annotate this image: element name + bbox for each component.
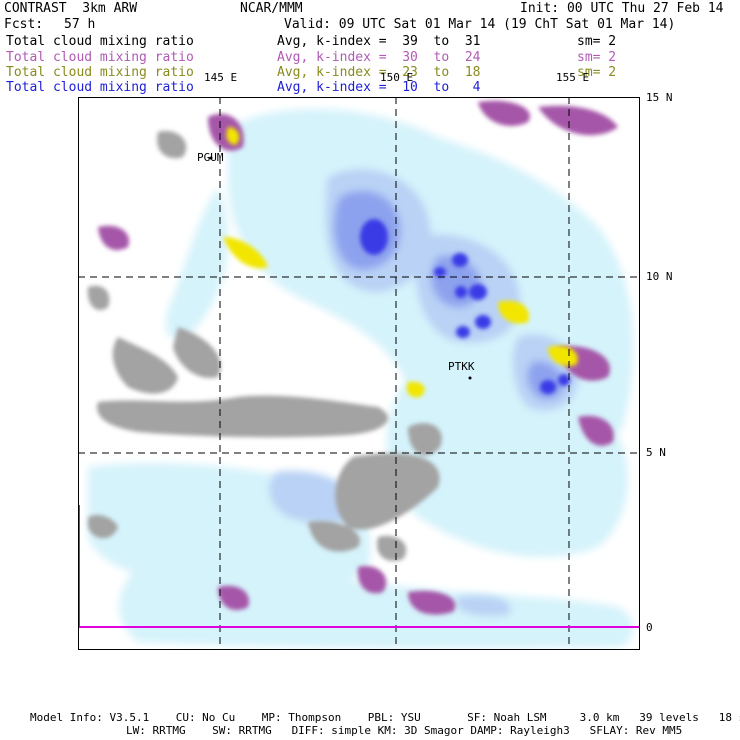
lon-label-150: 150 E	[380, 71, 414, 84]
lat-label-0: 0	[646, 621, 653, 634]
model-title: CONTRAST 3km ARW	[4, 1, 138, 16]
lon-label-145: 145 E	[204, 71, 238, 84]
legend-sm-1: sm= 2	[577, 34, 617, 49]
station-marker-ptkk	[468, 376, 472, 380]
forecast-hour: 57 h	[64, 17, 96, 32]
legend-range-2: Avg, k-index = 30 to 24	[277, 50, 481, 65]
footer-physics-info: LW: RRTMG SW: RRTMG DIFF: simple KM: 3D …	[126, 724, 683, 737]
legend-range-3: Avg, k-index = 23 to 18	[277, 65, 481, 80]
forecast-label: Fcst:	[4, 17, 44, 32]
station-label-pgum: PGUM	[197, 151, 224, 164]
legend-sm-2: sm= 2	[577, 50, 617, 65]
legend-name-3: Total cloud mixing ratio	[6, 65, 194, 80]
center-name: NCAR/MMM	[240, 1, 303, 16]
lon-label-155: 155 E	[556, 71, 590, 84]
cloud-field-yellow	[223, 127, 578, 398]
station-marker-pgum	[209, 156, 213, 160]
lat-label-15n: 15 N	[646, 91, 673, 104]
cloud-field-grey	[87, 131, 442, 561]
init-time: Init: 00 UTC Thu 27 Feb 14	[520, 1, 724, 16]
legend-name-4: Total cloud mixing ratio	[6, 80, 194, 95]
station-label-ptkk: PTKK	[448, 360, 475, 373]
legend-sm-3: sm= 2	[577, 65, 617, 80]
lat-label-10n: 10 N	[646, 270, 673, 283]
map-border	[78, 97, 640, 650]
lat-label-5n: 5 N	[646, 446, 666, 459]
footer-model-info: Model Info: V3.5.1 CU: No Cu MP: Thompso…	[30, 711, 740, 724]
legend-range-4: Avg, k-index = 10 to 4	[277, 80, 481, 95]
cloud-map	[78, 97, 640, 650]
valid-time: Valid: 09 UTC Sat 01 Mar 14 (19 ChT Sat …	[284, 17, 676, 32]
cloud-field-intense	[360, 219, 570, 394]
legend-range-1: Avg, k-index = 39 to 31	[277, 34, 481, 49]
legend-name-1: Total cloud mixing ratio	[6, 34, 194, 49]
legend-name-2: Total cloud mixing ratio	[6, 50, 194, 65]
